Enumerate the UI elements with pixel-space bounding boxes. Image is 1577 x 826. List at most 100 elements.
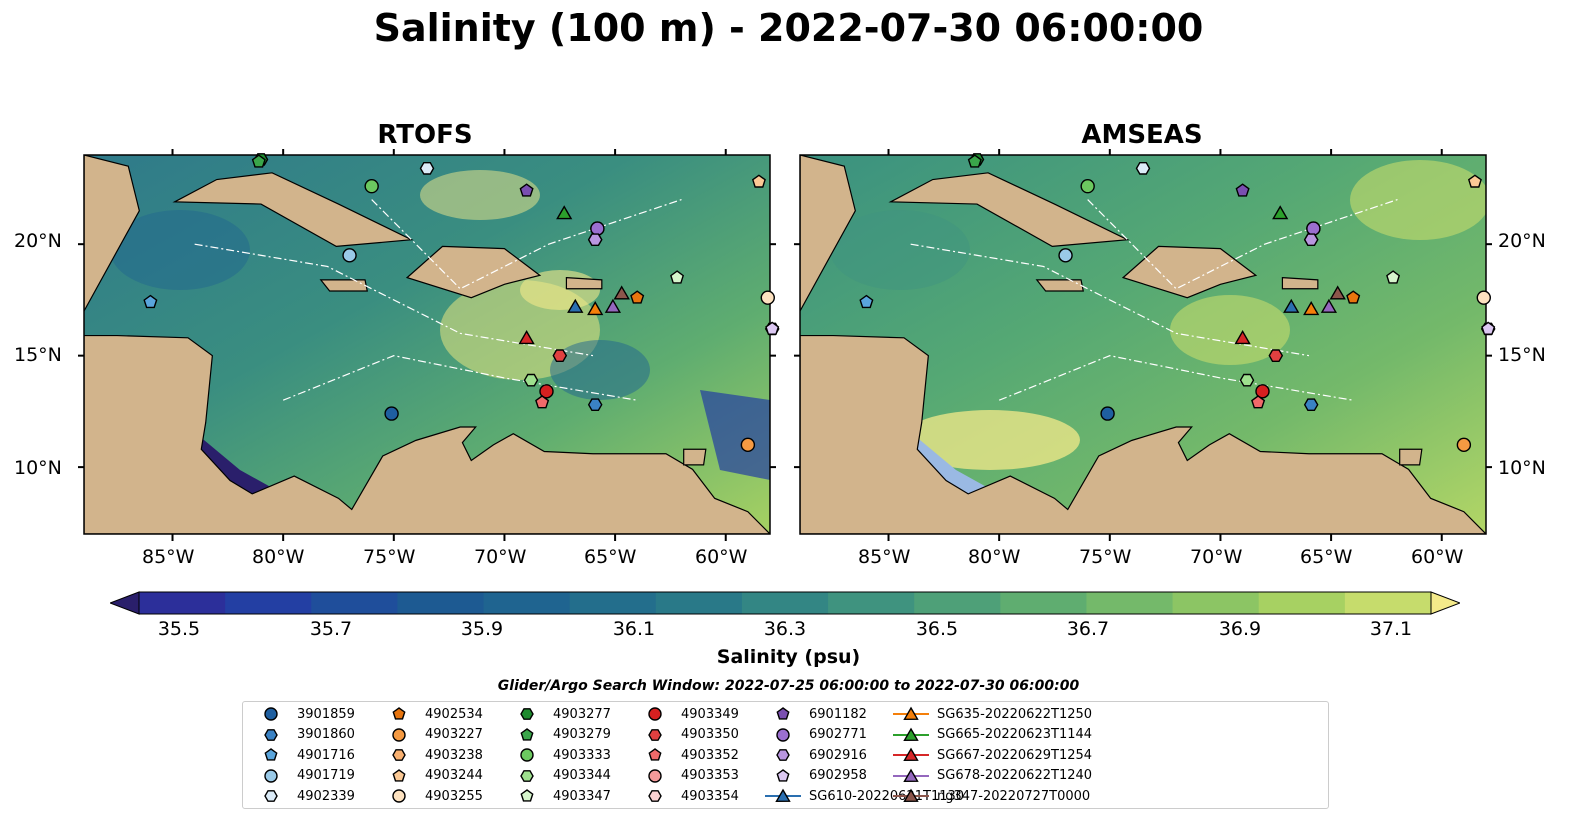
- observation-marker: [519, 183, 534, 197]
- observation-marker: [740, 437, 756, 453]
- legend-item: 6902958: [763, 766, 867, 786]
- observation-marker: [1080, 179, 1095, 194]
- legend-item: SG610-20220621T1130: [763, 786, 964, 806]
- legend-item: 4903353: [635, 766, 739, 786]
- panel-title-amseas: AMSEAS: [1081, 120, 1203, 150]
- observation-marker: [604, 298, 622, 313]
- eez-boundary: [194, 243, 594, 357]
- legend-marker: [520, 769, 534, 782]
- map-panels: [78, 149, 1496, 541]
- landmass: [800, 334, 1486, 534]
- landmass: [319, 279, 368, 292]
- eez-boundary: [371, 199, 682, 290]
- legend-label: 4903354: [681, 788, 739, 804]
- legend-marker-shape: [903, 747, 919, 762]
- observation-marker: [1456, 437, 1472, 453]
- legend-item: 4902534: [379, 704, 483, 724]
- legend-marker-shape: [520, 708, 534, 720]
- lat-tick-label: 10°N: [14, 457, 62, 479]
- lon-tick-label: 80°W: [252, 546, 305, 568]
- legend-label: 4903277: [553, 706, 611, 722]
- legend-label: 6901182: [809, 706, 867, 722]
- landmass: [565, 276, 603, 290]
- search-window-text: Glider/Argo Search Window: 2022-07-25 06…: [497, 678, 1080, 694]
- observation-marker: [1346, 290, 1361, 304]
- legend-marker: [648, 728, 662, 741]
- observation-marker: [590, 221, 605, 236]
- landmass: [800, 155, 856, 312]
- legend-label: 4901719: [297, 768, 355, 783]
- legend-marker-shape: [392, 727, 406, 742]
- legend-marker: [765, 788, 801, 803]
- observation-marker: [1272, 205, 1289, 220]
- legend-marker-shape: [520, 789, 534, 802]
- landmass: [172, 172, 414, 248]
- panel-title-rtofs: RTOFS: [377, 120, 473, 150]
- legend-label: 4903279: [553, 727, 611, 742]
- lon-tick-label: 65°W: [584, 546, 637, 568]
- legend-label: 4903349: [681, 706, 739, 722]
- legend-label: 4903344: [553, 768, 611, 783]
- legend-item: 4901716: [251, 745, 355, 765]
- legend-marker: [776, 727, 790, 742]
- observation-marker: [587, 300, 604, 316]
- observation-marker: [1100, 406, 1115, 421]
- legend-label: 4903347: [553, 788, 611, 804]
- lon-tick-label: 60°W: [695, 546, 748, 568]
- salinity-eddy: [830, 210, 970, 290]
- legend-item: 4903279: [507, 725, 611, 745]
- observation-marker: [523, 373, 539, 387]
- observation-marker: [587, 398, 603, 411]
- legend-item: 4903350: [635, 725, 739, 745]
- observation-marker: [1255, 384, 1270, 399]
- legend-label: 6902958: [809, 768, 867, 783]
- observation-marker: [143, 294, 158, 309]
- legend-marker-shape: [520, 769, 534, 782]
- legend-marker-shape: [648, 707, 662, 721]
- observation-marker: [1251, 395, 1266, 409]
- legend-marker-shape: [903, 788, 919, 803]
- colorbar-segment: [1086, 592, 1174, 614]
- observation-marker: [1481, 321, 1496, 335]
- observation-marker: [419, 161, 435, 175]
- legend-item: 3901860: [251, 725, 355, 745]
- landmass: [1281, 276, 1319, 290]
- legend-item: ng347-20220727T0000: [891, 786, 1090, 806]
- lat-tick-label: 10°N: [1498, 457, 1546, 479]
- legend-marker: [392, 727, 406, 742]
- legend-label: SG665-20220623T1144: [937, 727, 1093, 742]
- legend-label: 4901716: [297, 747, 355, 763]
- observation-marker: [1235, 183, 1250, 197]
- salinity-eddy: [550, 340, 650, 400]
- legend-marker: [648, 790, 662, 802]
- eez-boundary: [282, 355, 638, 401]
- lon-tick-label: 70°W: [474, 546, 527, 568]
- legend-item: 4902339: [251, 786, 355, 806]
- legend-label: 4903350: [681, 727, 739, 742]
- observation-marker: [342, 248, 357, 263]
- legend-marker: [648, 748, 662, 761]
- legend-marker-shape: [648, 790, 662, 802]
- landmass: [84, 155, 140, 312]
- colorbar-segment: [397, 592, 485, 614]
- colorbar-segment: [311, 592, 398, 614]
- observation-marker: [1386, 270, 1401, 284]
- legend-marker-shape: [903, 727, 919, 741]
- colorbar-segment: [1344, 592, 1432, 614]
- observation-marker: [1303, 398, 1319, 411]
- colorbar-tick-label: 35.9: [460, 618, 504, 640]
- observation-marker: [518, 329, 535, 345]
- legend-marker: [893, 727, 929, 741]
- legend-label: 4903333: [553, 747, 611, 763]
- observation-marker: [751, 174, 766, 188]
- observation-marker: [251, 154, 266, 168]
- legend-item: SG665-20220623T1144: [891, 725, 1092, 745]
- legend-item: 4903344: [507, 766, 611, 786]
- observation-marker: [1467, 174, 1482, 188]
- legend-marker-shape: [264, 707, 278, 721]
- colorbar-segment: [741, 592, 829, 614]
- legend-marker: [776, 707, 790, 720]
- eez-boundary: [998, 355, 1354, 401]
- legend-marker: [264, 728, 278, 741]
- legend-label: ng347-20220727T0000: [937, 788, 1091, 804]
